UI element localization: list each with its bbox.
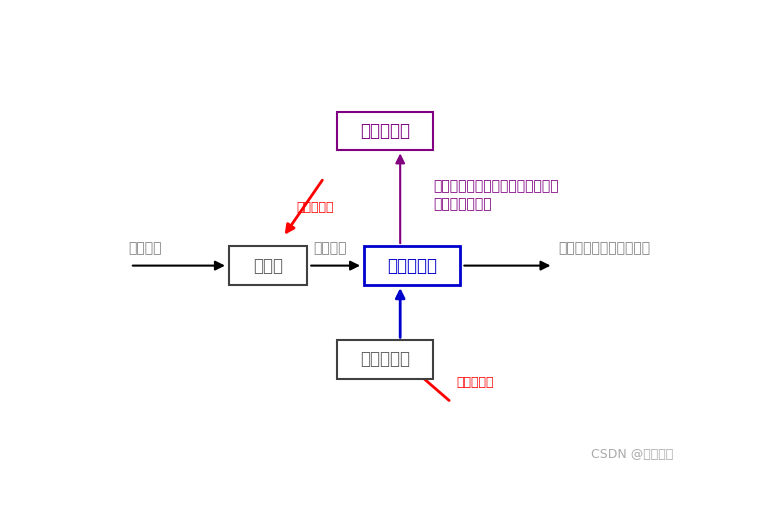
Text: 翻转输出的电平: 翻转输出的电平 bbox=[433, 197, 492, 211]
Bar bbox=[337, 340, 433, 379]
Text: 当当前计数值等于比较计数值时，: 当当前计数值等于比较计数值时， bbox=[433, 179, 559, 193]
Bar bbox=[364, 246, 460, 285]
Bar bbox=[229, 246, 307, 285]
Text: 原始时钟: 原始时钟 bbox=[128, 241, 162, 255]
Text: 参考频率: 参考频率 bbox=[313, 241, 346, 255]
Text: CSDN @车水码浓: CSDN @车水码浓 bbox=[591, 448, 673, 462]
Bar bbox=[337, 111, 433, 151]
Text: 比较计数值: 比较计数值 bbox=[360, 122, 410, 140]
Text: 当前计数值: 当前计数值 bbox=[388, 257, 437, 275]
Text: 计数的范围: 计数的范围 bbox=[456, 376, 494, 389]
Text: 超时产生定时器超时中断: 超时产生定时器超时中断 bbox=[558, 241, 650, 255]
Text: 分频器: 分频器 bbox=[253, 257, 283, 275]
Text: 初始计数值: 初始计数值 bbox=[360, 350, 410, 368]
Text: 计数的快慢: 计数的快慢 bbox=[296, 201, 334, 214]
